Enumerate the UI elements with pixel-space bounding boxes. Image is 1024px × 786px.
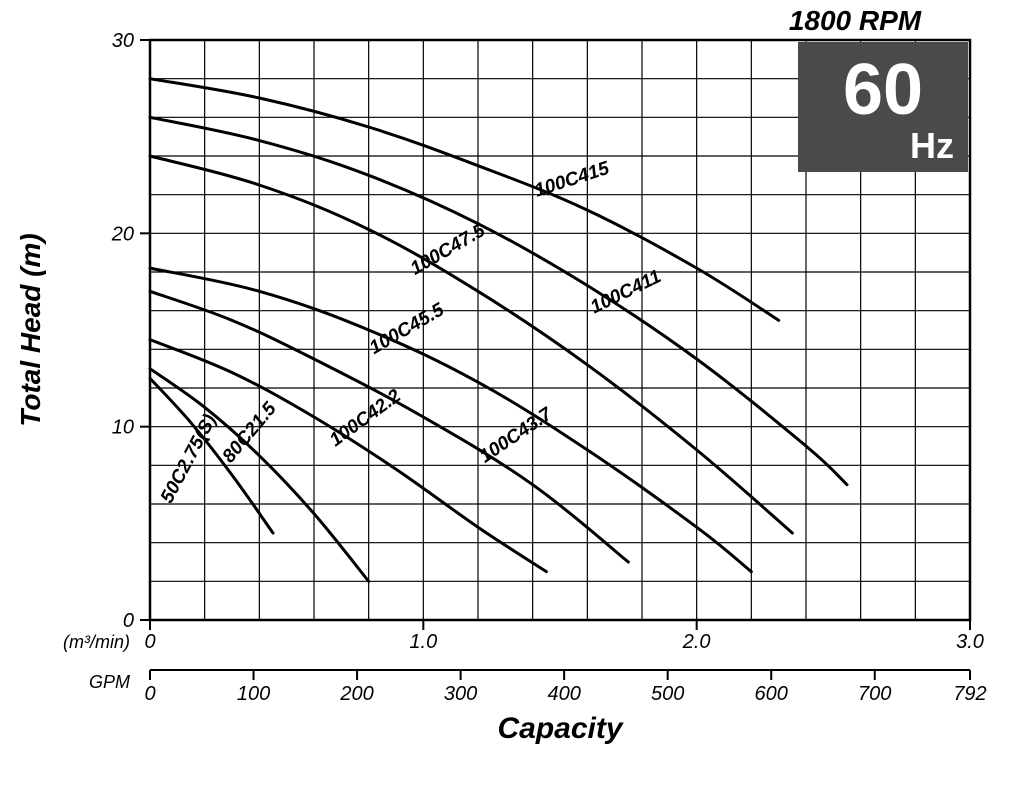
hz-badge-unit: Hz	[910, 125, 954, 166]
gpm-tick-label: 500	[651, 683, 684, 705]
gpm-tick-label: 400	[547, 683, 580, 705]
x-tick-label: 3.0	[956, 631, 984, 653]
x-unit-gpm: GPM	[89, 672, 130, 692]
y-tick-label: 30	[112, 30, 134, 52]
y-tick-label: 10	[112, 417, 134, 439]
x-axis-title: Capacity	[497, 712, 623, 745]
gpm-tick-label: 300	[444, 683, 477, 705]
x-unit-m3min: (m³/min)	[63, 632, 130, 652]
chart-svg: 100C415100C411100C47.5100C45.5100C43.710…	[0, 0, 1024, 786]
gpm-tick-label: 600	[755, 683, 788, 705]
x-tick-label: 1.0	[409, 631, 437, 653]
y-tick-label: 20	[111, 223, 134, 245]
rpm-label: 1800 RPM	[789, 5, 922, 36]
gpm-tick-label: 100	[237, 683, 270, 705]
pump-curve-chart: 100C415100C411100C47.5100C45.5100C43.710…	[0, 0, 1024, 786]
gpm-tick-label: 200	[339, 683, 373, 705]
gpm-tick-label: 0	[144, 683, 155, 705]
gpm-tick-label: 792	[953, 683, 986, 705]
hz-badge-number: 60	[843, 50, 923, 130]
x-tick-label: 2.0	[682, 631, 711, 653]
x-tick-label: 0	[144, 631, 155, 653]
gpm-tick-label: 700	[858, 683, 891, 705]
y-axis-title: Total Head (m)	[15, 233, 46, 426]
y-tick-label: 0	[123, 610, 134, 632]
